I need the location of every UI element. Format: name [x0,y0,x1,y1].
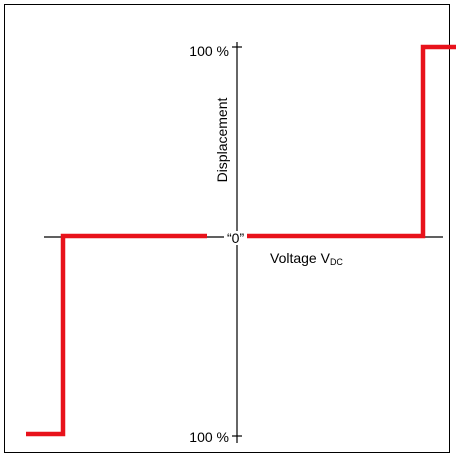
displacement-curve-right [244,44,456,239]
displacement-curve-left [26,233,207,437]
x-axis-title-subscript: DC [329,257,343,267]
diagram-frame [4,4,450,453]
y-bottom-label: 100 % [189,429,229,445]
x-axis-title-text: Voltage V [270,250,330,266]
y-top-label: 100 % [189,43,229,59]
origin-label: “0” [224,231,248,245]
x-axis-title: Voltage VDC [270,251,343,267]
y-axis-title: Displacement [214,97,230,183]
